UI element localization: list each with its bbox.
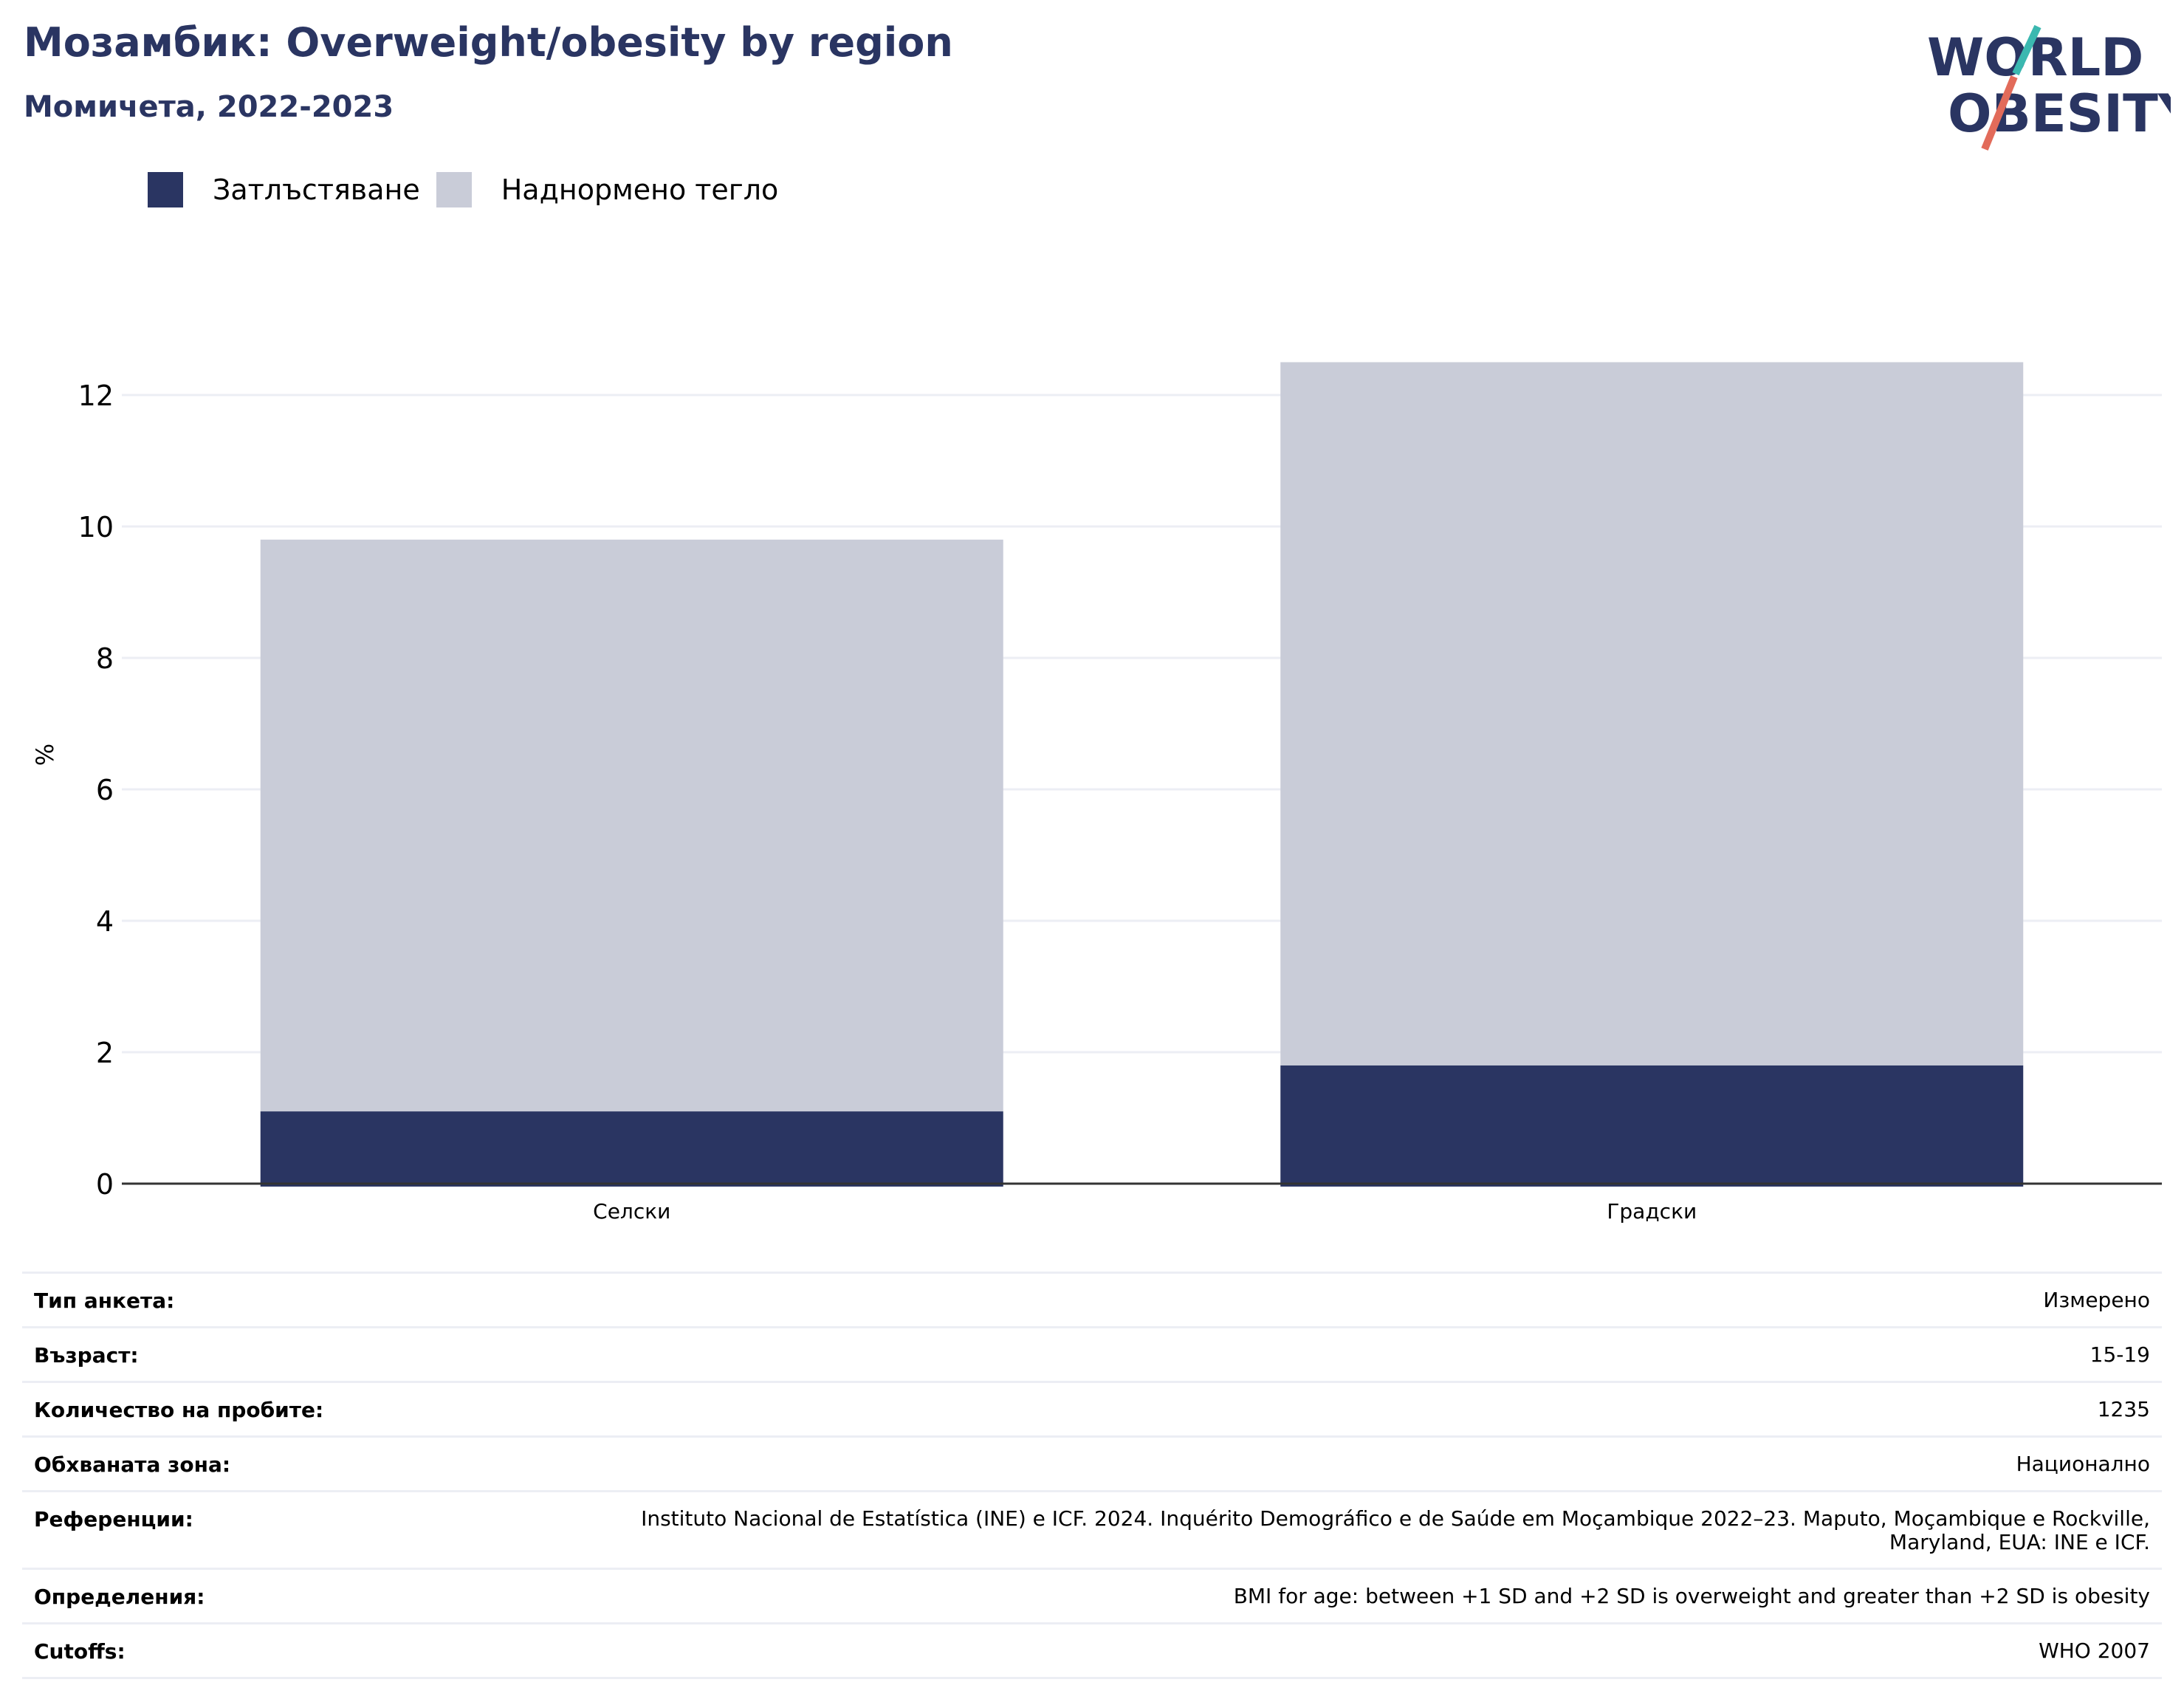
info-row: Възраст: 15-19 <box>22 1326 2162 1381</box>
bar-overweight <box>1280 362 2024 1066</box>
info-table: Тип анкета: Измерено Възраст: 15-19 Количест… <box>22 1272 2162 1679</box>
y-tick-label: 10 <box>78 511 114 543</box>
info-row: Референции: Instituto Nacional de Estatís… <box>22 1490 2162 1568</box>
y-tick-label: 4 <box>96 905 114 938</box>
y-tick-label: 6 <box>96 774 114 806</box>
info-key: Тип анкета: <box>34 1288 175 1313</box>
bar-obesity <box>1280 1065 2024 1187</box>
legend-item-obesity: Затлъстяване <box>148 172 420 207</box>
legend-label-overweight: Наднормено тегло <box>501 174 779 206</box>
info-row: Количество на пробите: 1235 <box>22 1381 2162 1435</box>
info-value: Измерено <box>2043 1288 2150 1312</box>
bar-obesity <box>260 1111 1003 1187</box>
info-key: Определения: <box>34 1585 205 1609</box>
world-obesity-logo: WORLD OBESITY <box>1927 24 2171 151</box>
info-row: Определения: BMI for age: between +1 SD a… <box>22 1568 2162 1622</box>
logo-line-2: OBESITY <box>1948 83 2171 144</box>
info-value: 1235 <box>2097 1397 2150 1421</box>
chart-subtitle: Момичета, 2022-2023 <box>24 90 394 124</box>
info-value: BMI for age: between +1 SD and +2 SD is … <box>1233 1584 2150 1608</box>
y-tick-label: 0 <box>96 1168 114 1201</box>
y-tick-label: 12 <box>78 380 114 412</box>
info-value: 15-19 <box>2089 1342 2150 1367</box>
legend-item-overweight: Наднормено тегло <box>436 172 779 207</box>
info-key: Референции: <box>34 1507 193 1531</box>
logo-teal-stroke <box>2012 24 2042 76</box>
x-tick-label: Градски <box>1607 1199 1697 1224</box>
info-row: Обхваната зона: Национално <box>22 1435 2162 1490</box>
chart-title: Мозамбик: Overweight/obesity by region <box>24 19 953 66</box>
y-axis-label: % <box>31 744 59 766</box>
logo-coral-stroke <box>1981 75 2018 151</box>
info-row: Тип анкета: Измерено <box>22 1272 2162 1326</box>
legend-swatch-obesity <box>148 172 183 207</box>
info-key: Възраст: <box>34 1343 139 1368</box>
info-key: Количество на пробите: <box>34 1398 324 1422</box>
info-key: Обхваната зона: <box>34 1452 231 1477</box>
bar-overweight <box>260 539 1003 1112</box>
bar-chart: 0 2 4 6 8 10 12% Селски Градски <box>31 362 2162 1224</box>
legend-label-obesity: Затлъстяване <box>213 174 420 206</box>
chart-legend: Затлъстяване Наднормено тегло <box>148 170 794 210</box>
y-tick-label: 8 <box>96 642 114 675</box>
info-value: WHO 2007 <box>2039 1638 2150 1663</box>
info-value: Instituto Nacional de Estatística (INE) … <box>641 1506 2150 1554</box>
legend-swatch-overweight <box>436 172 472 207</box>
y-tick-label: 2 <box>96 1037 114 1069</box>
info-key: Cutoffs: <box>34 1639 126 1664</box>
info-row: Cutoffs: WHO 2007 <box>22 1622 2162 1679</box>
x-tick-label: Селски <box>593 1199 670 1224</box>
info-value: Национално <box>2016 1452 2150 1476</box>
